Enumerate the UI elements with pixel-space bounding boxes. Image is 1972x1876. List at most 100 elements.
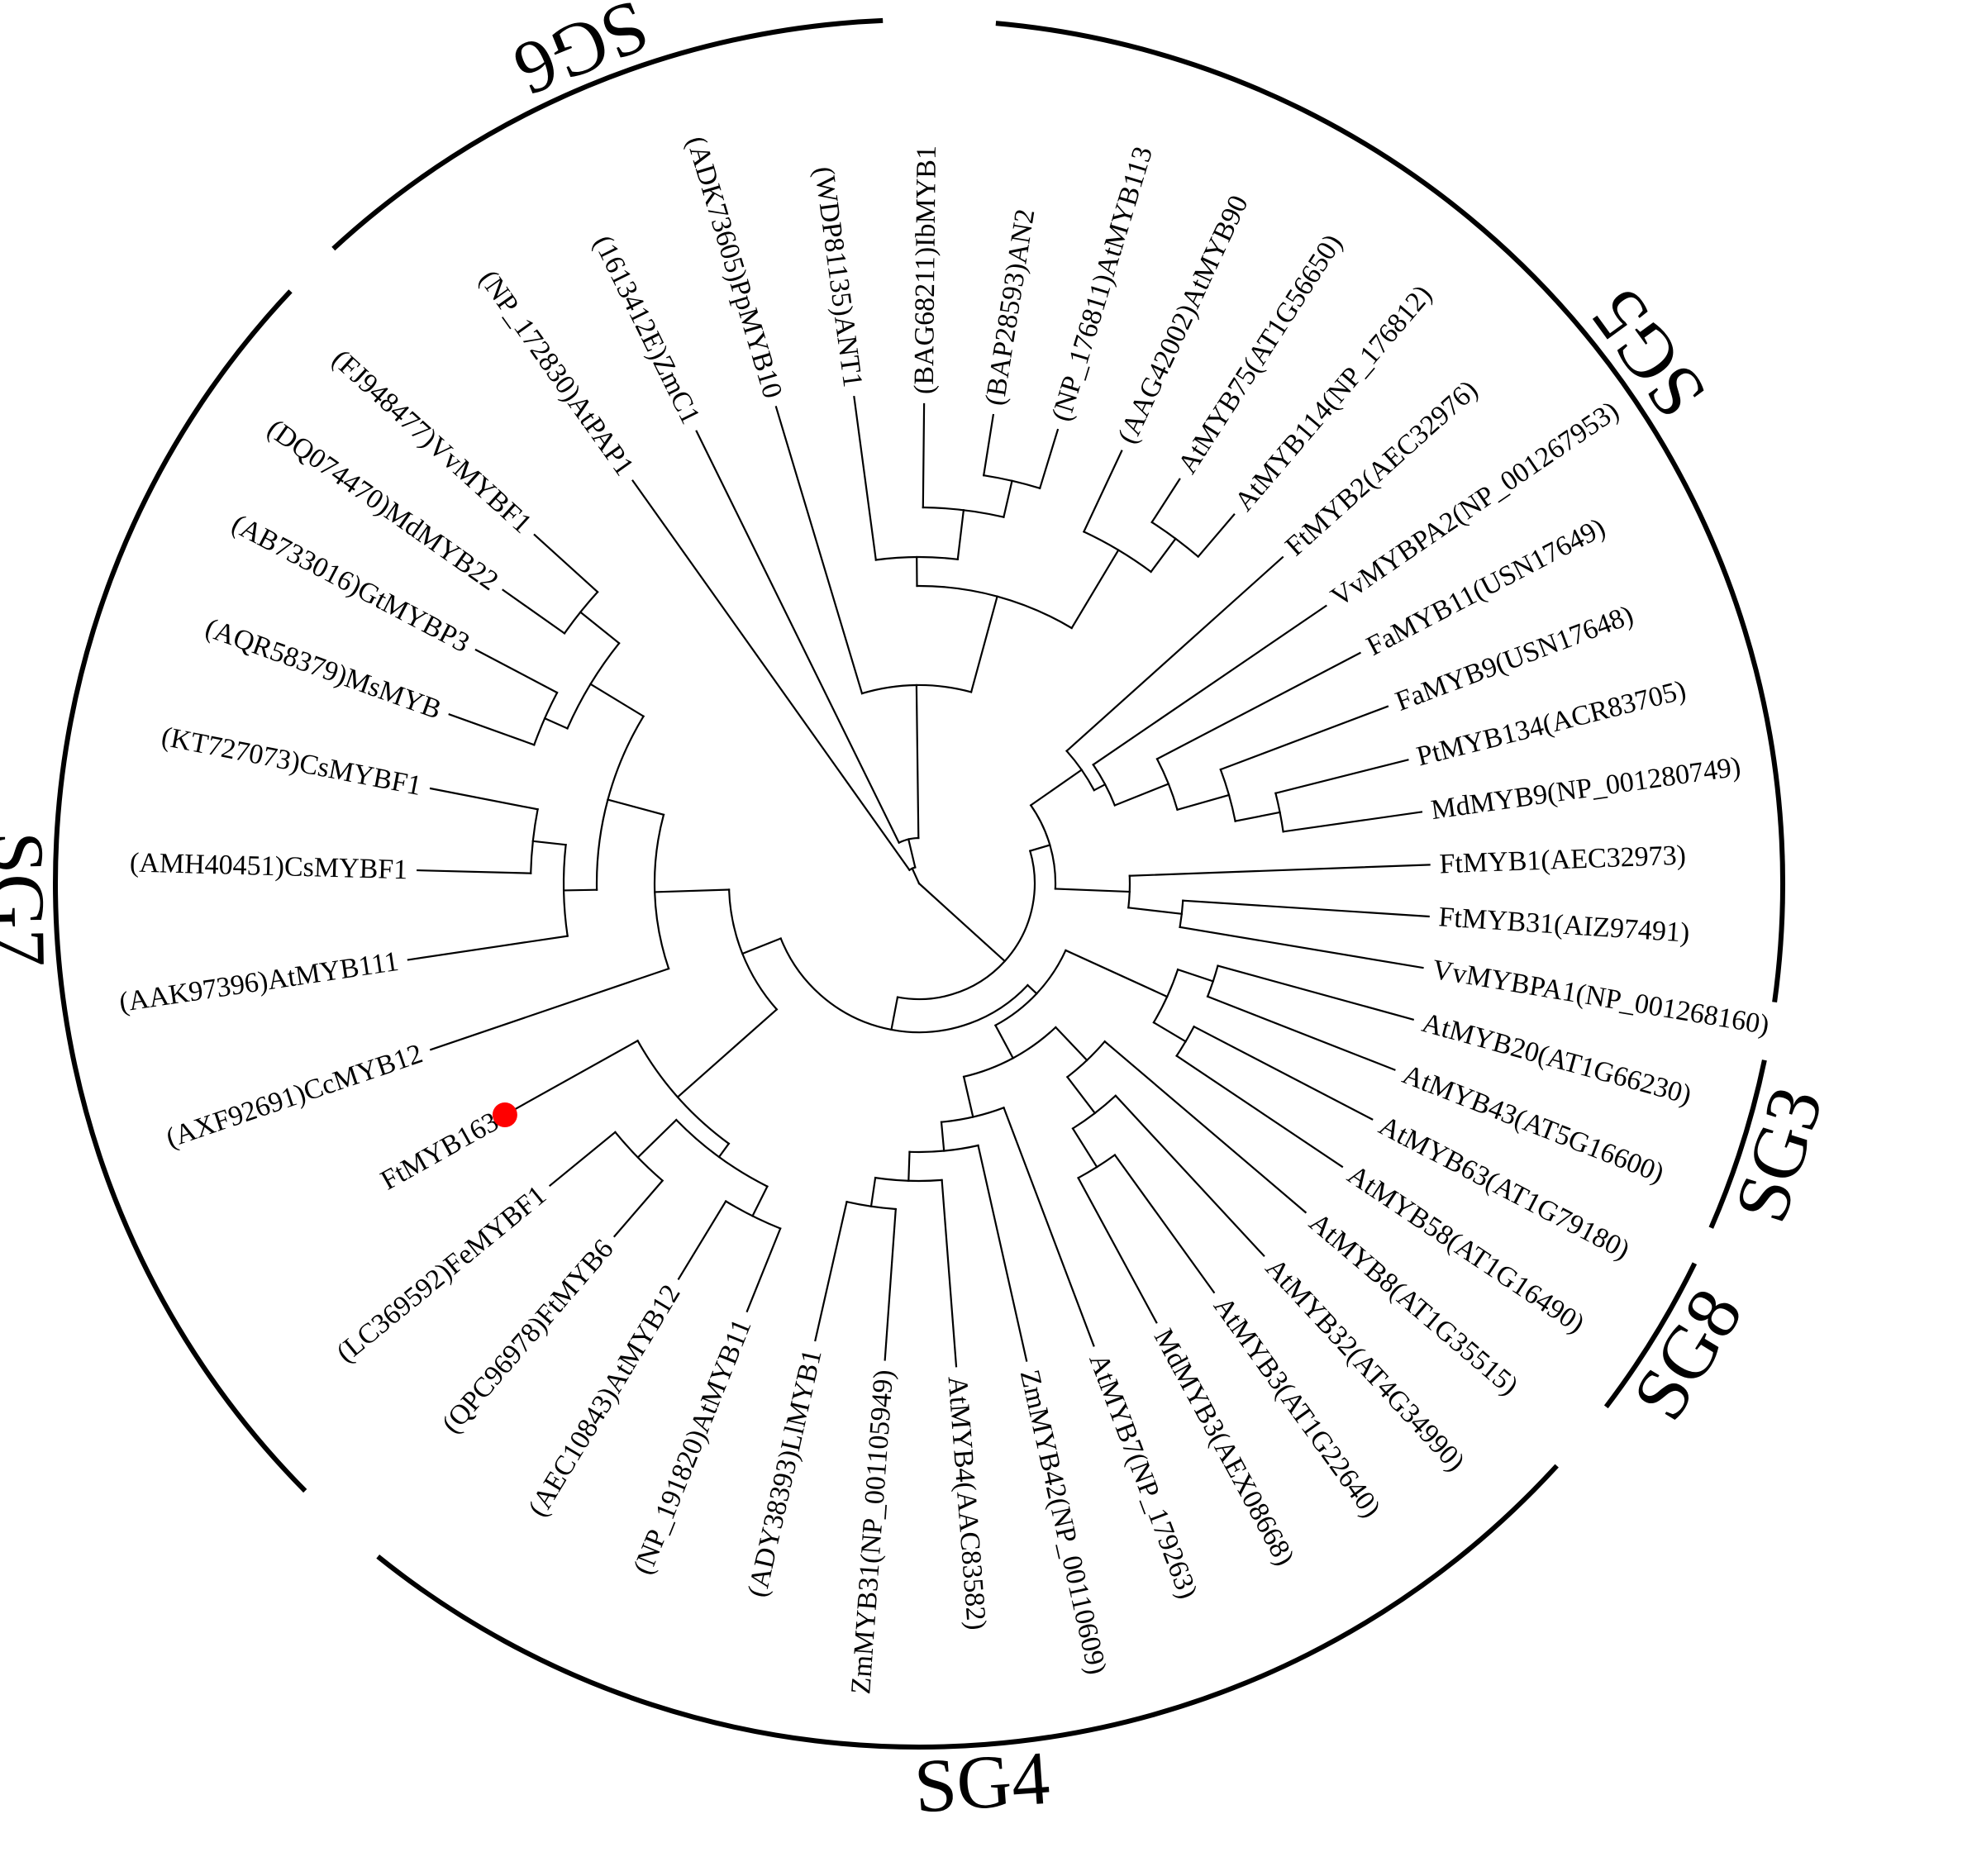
branch-edge bbox=[977, 1144, 1028, 1362]
branch-edge bbox=[941, 1178, 958, 1368]
leaf-label: FtMYB31(AIZ97491) bbox=[1437, 902, 1690, 949]
branch-edge bbox=[884, 1207, 897, 1361]
branch-edge bbox=[1282, 811, 1423, 833]
leaf-label: FtMYB1(AEC32973) bbox=[1439, 840, 1687, 880]
leaf-label: AtMYB32(AT4G34990) bbox=[1260, 1253, 1471, 1478]
branch-edge bbox=[1092, 604, 1327, 766]
branch-edge bbox=[612, 1179, 664, 1238]
branch-edge bbox=[1077, 1176, 1158, 1324]
leaf-labels: (NP_172830)AtPAP1(1613412E)ZmC1(ADK73605… bbox=[117, 133, 1771, 1696]
leaf-label: (WDP81135)ANT1 bbox=[808, 164, 868, 388]
branch-edge bbox=[531, 840, 567, 846]
branch-edge bbox=[1103, 1040, 1308, 1214]
branch-edge bbox=[1176, 793, 1231, 812]
branch-edge bbox=[1182, 899, 1430, 918]
leaf-label: FtMYB163 bbox=[376, 1107, 504, 1197]
branch-edge bbox=[917, 882, 1007, 963]
branch-edge bbox=[1064, 949, 1169, 998]
branch-edge bbox=[1070, 549, 1120, 630]
branch-edge bbox=[1197, 513, 1236, 559]
branch-edge bbox=[907, 838, 917, 869]
leaf-label: (KT727073)CsMYBF1 bbox=[159, 721, 423, 802]
branch-edge bbox=[814, 1200, 848, 1342]
branch-edge bbox=[907, 1150, 911, 1182]
highlight-marker bbox=[492, 1102, 517, 1127]
branch-edge bbox=[1054, 1026, 1088, 1062]
branch-edge bbox=[1128, 864, 1431, 877]
leaf-label: ZmMYB31(NP_001105949) bbox=[845, 1369, 899, 1695]
branch-edge bbox=[1155, 651, 1361, 760]
branch-edge bbox=[636, 1118, 678, 1159]
branch-edge bbox=[607, 798, 665, 817]
group-label: SG4 bbox=[912, 1736, 1052, 1829]
branch-edge bbox=[1113, 1153, 1216, 1294]
leaf-label: AtMYB8(AT1G35515) bbox=[1303, 1207, 1524, 1402]
branch-edge bbox=[751, 1185, 769, 1217]
branch-edge bbox=[741, 937, 783, 955]
branch-edge bbox=[1071, 1126, 1098, 1169]
leaf-label: (AMH40451)CsMYBF1 bbox=[130, 847, 408, 885]
branch-edge bbox=[579, 611, 621, 645]
branch-edge bbox=[1234, 811, 1281, 822]
branch-edge bbox=[1003, 1106, 1095, 1347]
branch-edge bbox=[993, 1024, 1015, 1059]
branch-edge bbox=[1217, 964, 1415, 1021]
branch-edge bbox=[774, 406, 864, 695]
branch-edge bbox=[1179, 926, 1424, 969]
leaf-label: (AAK97396)AtMYB111 bbox=[117, 946, 401, 1018]
branch-edge bbox=[1113, 783, 1170, 807]
group-arc bbox=[53, 289, 307, 1493]
branch-edge bbox=[695, 430, 901, 845]
branch-edge bbox=[1206, 995, 1396, 1071]
branch-edge bbox=[429, 787, 539, 811]
branch-edge bbox=[548, 1131, 617, 1188]
group-arc bbox=[331, 17, 884, 251]
branch-edge bbox=[717, 1142, 731, 1159]
branch-edge bbox=[1065, 555, 1284, 753]
leaf-label: AtMYB58(AT1G16490) bbox=[1342, 1159, 1590, 1340]
branch-edge bbox=[429, 967, 670, 1051]
leaf-label: (1613412E)ZmC1 bbox=[588, 231, 706, 429]
branch-edge bbox=[588, 683, 645, 718]
group-label: SG7 bbox=[0, 831, 62, 967]
branch-edge bbox=[982, 413, 995, 477]
branch-edge bbox=[915, 683, 920, 840]
branch-edge bbox=[502, 588, 566, 635]
branch-edge bbox=[543, 717, 569, 730]
branch-edge bbox=[1150, 478, 1181, 524]
branch-edge bbox=[1176, 968, 1215, 983]
branch-edge bbox=[676, 1007, 779, 1099]
branch-edge bbox=[417, 869, 532, 874]
branch-edge bbox=[1193, 1025, 1374, 1121]
branch-arc bbox=[779, 937, 1029, 1034]
branch-edge bbox=[1038, 428, 1060, 490]
group-label: SG3 bbox=[1717, 1077, 1838, 1231]
branch-edge bbox=[890, 996, 899, 1031]
group-arc bbox=[995, 21, 1785, 1003]
branch-edge bbox=[956, 508, 965, 561]
branch-edge bbox=[1093, 783, 1107, 792]
branch-edge bbox=[654, 888, 731, 893]
group-label: SG8 bbox=[1616, 1274, 1758, 1434]
group-arc bbox=[1603, 1262, 1698, 1409]
branch-edge bbox=[853, 395, 878, 561]
branch-edge bbox=[448, 712, 536, 746]
leaf-label: AtMYB114(NP_176812) bbox=[1229, 279, 1438, 517]
branch-edge bbox=[474, 648, 559, 694]
group-arc bbox=[1708, 1059, 1767, 1229]
branch-edge bbox=[1114, 1094, 1265, 1258]
branch-edge bbox=[562, 888, 598, 892]
branch-edge bbox=[940, 1121, 946, 1152]
branch-edge bbox=[631, 479, 911, 872]
branch-edge bbox=[969, 595, 998, 693]
leaf-label: ZmMYB42(NP_00110609) bbox=[1014, 1367, 1112, 1677]
branch-edge bbox=[1274, 759, 1409, 795]
branch-edge bbox=[1127, 907, 1184, 916]
branch-edge bbox=[1026, 983, 1038, 995]
branch-edge bbox=[869, 1176, 877, 1207]
branch-edge bbox=[745, 1227, 782, 1313]
group-label: SG6 bbox=[503, 0, 660, 112]
branch-edge bbox=[911, 867, 921, 885]
branch-edge bbox=[1028, 844, 1051, 852]
